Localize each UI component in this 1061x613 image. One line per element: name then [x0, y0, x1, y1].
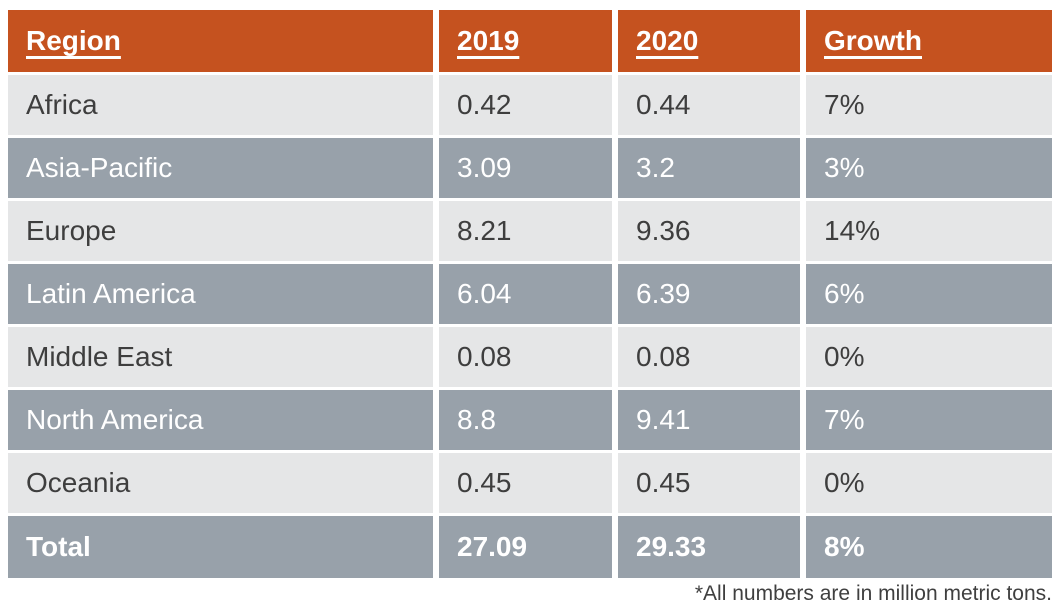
- regions-table-container: Region 2019 2020 Growth Africa 0.42 0.44…: [8, 10, 1052, 578]
- table-header-row: Region 2019 2020 Growth: [8, 10, 1052, 75]
- total-2019-cell: 27.09: [439, 516, 618, 578]
- growth-cell: 14%: [806, 201, 1052, 264]
- value-2019-cell: 0.08: [439, 327, 618, 390]
- region-cell: North America: [8, 390, 439, 453]
- growth-cell: 6%: [806, 264, 1052, 327]
- footnote: *All numbers are in million metric tons.: [694, 582, 1052, 605]
- value-2020-cell: 3.2: [618, 138, 806, 201]
- region-cell: Oceania: [8, 453, 439, 516]
- col-header-region-label: Region: [26, 25, 121, 56]
- value-2019-cell: 0.42: [439, 75, 618, 138]
- col-header-growth-label: Growth: [824, 25, 922, 56]
- table-row-middle-east: Middle East 0.08 0.08 0%: [8, 327, 1052, 390]
- value-2019-cell: 3.09: [439, 138, 618, 201]
- growth-cell: 3%: [806, 138, 1052, 201]
- col-header-2019-label: 2019: [457, 25, 520, 56]
- value-2020-cell: 9.41: [618, 390, 806, 453]
- col-header-2020-label: 2020: [636, 25, 699, 56]
- table-row-asia-pacific: Asia-Pacific 3.09 3.2 3%: [8, 138, 1052, 201]
- col-header-growth: Growth: [806, 10, 1052, 75]
- value-2020-cell: 6.39: [618, 264, 806, 327]
- growth-cell: 0%: [806, 453, 1052, 516]
- table-row-latin-america: Latin America 6.04 6.39 6%: [8, 264, 1052, 327]
- growth-cell: 7%: [806, 390, 1052, 453]
- region-cell: Europe: [8, 201, 439, 264]
- total-2020-cell: 29.33: [618, 516, 806, 578]
- growth-cell: 7%: [806, 75, 1052, 138]
- value-2020-cell: 9.36: [618, 201, 806, 264]
- value-2019-cell: 8.21: [439, 201, 618, 264]
- region-cell: Asia-Pacific: [8, 138, 439, 201]
- col-header-region: Region: [8, 10, 439, 75]
- regions-table: Region 2019 2020 Growth Africa 0.42 0.44…: [8, 10, 1052, 578]
- value-2019-cell: 0.45: [439, 453, 618, 516]
- table-row-north-america: North America 8.8 9.41 7%: [8, 390, 1052, 453]
- table-row-total: Total 27.09 29.33 8%: [8, 516, 1052, 578]
- table-row-europe: Europe 8.21 9.36 14%: [8, 201, 1052, 264]
- value-2020-cell: 0.44: [618, 75, 806, 138]
- region-cell: Latin America: [8, 264, 439, 327]
- total-growth-cell: 8%: [806, 516, 1052, 578]
- col-header-2020: 2020: [618, 10, 806, 75]
- region-cell: Africa: [8, 75, 439, 138]
- table-row-africa: Africa 0.42 0.44 7%: [8, 75, 1052, 138]
- total-label-cell: Total: [8, 516, 439, 578]
- region-cell: Middle East: [8, 327, 439, 390]
- growth-cell: 0%: [806, 327, 1052, 390]
- value-2020-cell: 0.08: [618, 327, 806, 390]
- value-2020-cell: 0.45: [618, 453, 806, 516]
- value-2019-cell: 8.8: [439, 390, 618, 453]
- col-header-2019: 2019: [439, 10, 618, 75]
- value-2019-cell: 6.04: [439, 264, 618, 327]
- table-row-oceania: Oceania 0.45 0.45 0%: [8, 453, 1052, 516]
